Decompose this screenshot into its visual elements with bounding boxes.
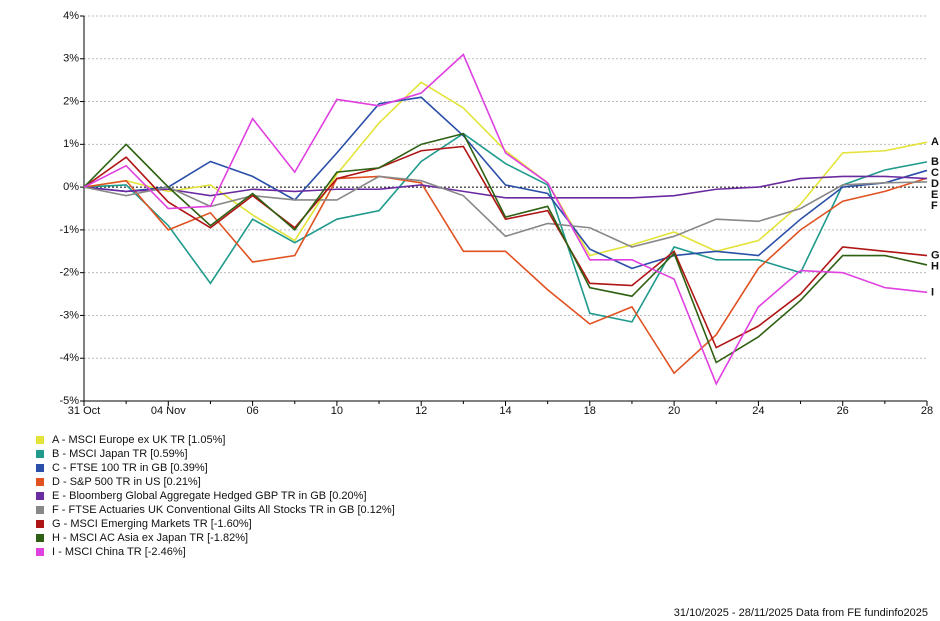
y-tick-label: 0%	[63, 181, 79, 193]
end-label: B	[931, 156, 939, 168]
legend-swatch	[36, 478, 44, 486]
legend-swatch	[36, 436, 44, 444]
end-label: F	[931, 200, 938, 212]
series-line	[83, 96, 928, 270]
legend-label: C - FTSE 100 TR in GB [0.39%]	[52, 462, 208, 474]
x-tick-label: 12	[415, 405, 427, 417]
y-tick-label: 3%	[63, 53, 79, 65]
series-line	[83, 132, 928, 323]
x-tick-label: 04 Nov	[151, 405, 186, 417]
legend-swatch	[36, 520, 44, 528]
y-tick-label: 4%	[63, 10, 79, 22]
y-tick-label: -4%	[59, 352, 79, 364]
legend-label: H - MSCI AC Asia ex Japan TR [-1.82%]	[52, 532, 248, 544]
end-label: E	[931, 189, 938, 201]
legend-swatch	[36, 492, 44, 500]
series-line	[83, 175, 928, 248]
y-tick-label: -3%	[59, 309, 79, 321]
x-tick-label: 20	[668, 405, 680, 417]
y-tick-label: 2%	[63, 95, 79, 107]
y-tick-label: -1%	[59, 224, 79, 236]
series-line	[83, 132, 928, 364]
legend-label: F - FTSE Actuaries UK Conventional Gilts…	[52, 504, 395, 516]
legend-label: B - MSCI Japan TR [0.59%]	[52, 448, 188, 460]
series-line	[83, 145, 928, 349]
legend-label: I - MSCI China TR [-2.46%]	[52, 546, 186, 558]
legend-swatch	[36, 534, 44, 542]
end-label: A	[931, 136, 939, 148]
legend-label: D - S&P 500 TR in US [0.21%]	[52, 476, 201, 488]
legend-label: A - MSCI Europe ex UK TR [1.05%]	[52, 434, 225, 446]
x-tick-label: 31 Oct	[68, 405, 100, 417]
legend-label: G - MSCI Emerging Markets TR [-1.60%]	[52, 518, 252, 530]
x-tick-label: 24	[752, 405, 764, 417]
legend: A - MSCI Europe ex UK TR [1.05%] B - MSCI…	[36, 434, 395, 558]
end-label: D	[931, 178, 939, 190]
x-tick-label: 06	[246, 405, 258, 417]
x-tick-label: 26	[837, 405, 849, 417]
legend-swatch	[36, 548, 44, 556]
legend-swatch	[36, 450, 44, 458]
end-label: C	[931, 167, 939, 179]
x-tick-label: 18	[584, 405, 596, 417]
y-tick-label: 1%	[63, 138, 79, 150]
x-tick-label: 28	[921, 405, 933, 417]
end-label: H	[931, 260, 939, 272]
series-line	[83, 53, 928, 386]
end-label: G	[931, 249, 940, 261]
legend-label: E - Bloomberg Global Aggregate Hedged GB…	[52, 490, 367, 502]
legend-swatch	[36, 506, 44, 514]
series-line	[83, 175, 928, 199]
end-label: I	[931, 286, 934, 298]
footer: 31/10/2025 - 28/11/2025 Data from FE fun…	[674, 607, 928, 619]
y-tick-label: -5%	[59, 395, 79, 407]
series-line	[83, 175, 928, 375]
legend-swatch	[36, 464, 44, 472]
x-tick-label: 14	[499, 405, 511, 417]
series-line	[83, 81, 928, 257]
y-tick-label: -2%	[59, 267, 79, 279]
x-tick-label: 10	[331, 405, 343, 417]
